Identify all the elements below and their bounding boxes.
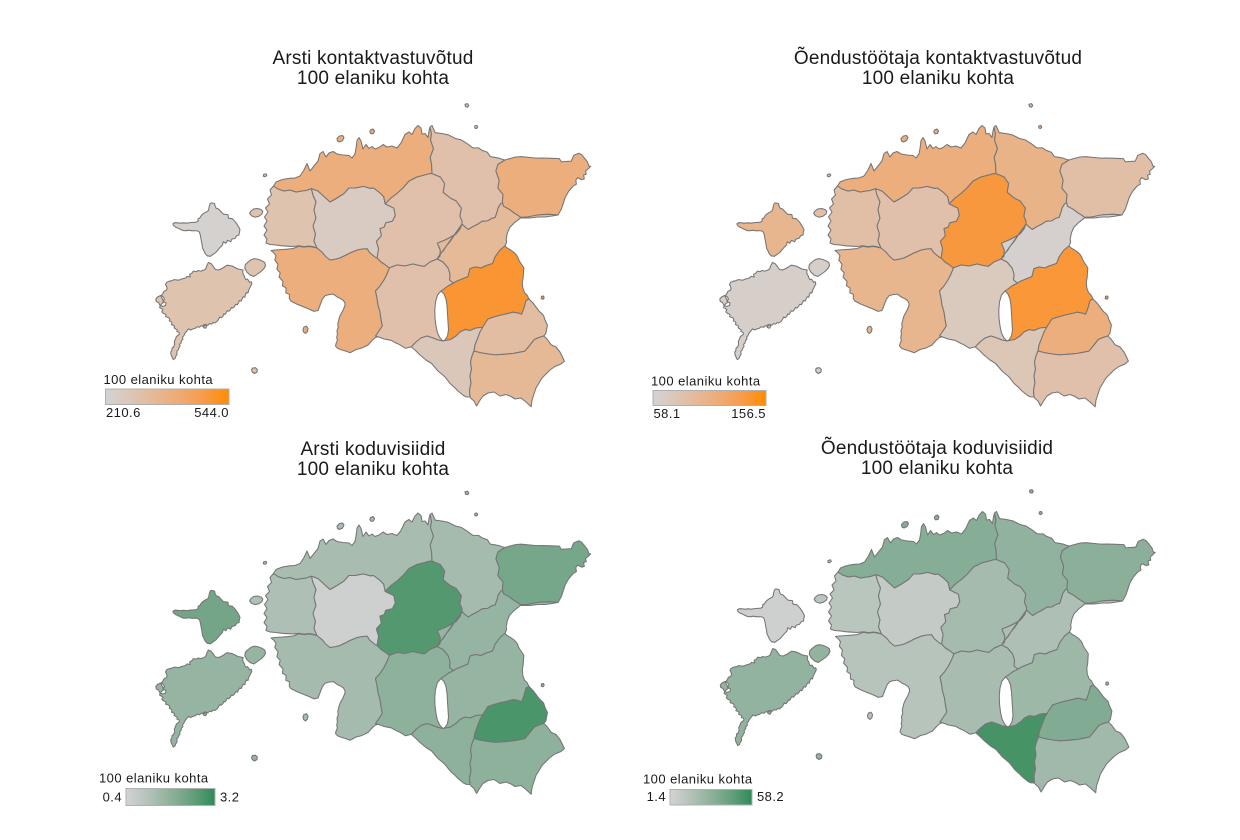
svg-text:100 elaniku kohta: 100 elaniku kohta (297, 68, 450, 89)
svg-text:Arsti koduvisiidid: Arsti koduvisiidid (300, 439, 445, 460)
svg-text:3.2: 3.2 (220, 790, 239, 805)
svg-text:Õendustöötaja koduvisiidid: Õendustöötaja koduvisiidid (821, 437, 1053, 459)
svg-text:100 elaniku kohta: 100 elaniku kohta (104, 372, 214, 387)
svg-text:100 elaniku kohta: 100 elaniku kohta (99, 771, 209, 786)
svg-text:100 elaniku kohta: 100 elaniku kohta (862, 68, 1015, 89)
svg-text:58.1: 58.1 (654, 406, 681, 421)
svg-text:1.4: 1.4 (647, 789, 666, 804)
svg-text:100 elaniku kohta: 100 elaniku kohta (297, 459, 450, 480)
svg-text:0.4: 0.4 (103, 790, 122, 805)
svg-text:156.5: 156.5 (731, 406, 766, 421)
svg-text:544.0: 544.0 (194, 405, 229, 420)
svg-text:100 elaniku kohta: 100 elaniku kohta (651, 374, 761, 389)
svg-text:58.2: 58.2 (757, 789, 784, 804)
svg-text:100 elaniku kohta: 100 elaniku kohta (861, 458, 1014, 479)
svg-text:Arsti kontaktvastuvõtud: Arsti kontaktvastuvõtud (272, 48, 473, 69)
svg-text:100 elaniku kohta: 100 elaniku kohta (643, 772, 753, 787)
svg-text:210.6: 210.6 (106, 405, 141, 420)
svg-text:Õendustöötaja kontaktvastuvõtu: Õendustöötaja kontaktvastuvõtud (794, 47, 1082, 69)
